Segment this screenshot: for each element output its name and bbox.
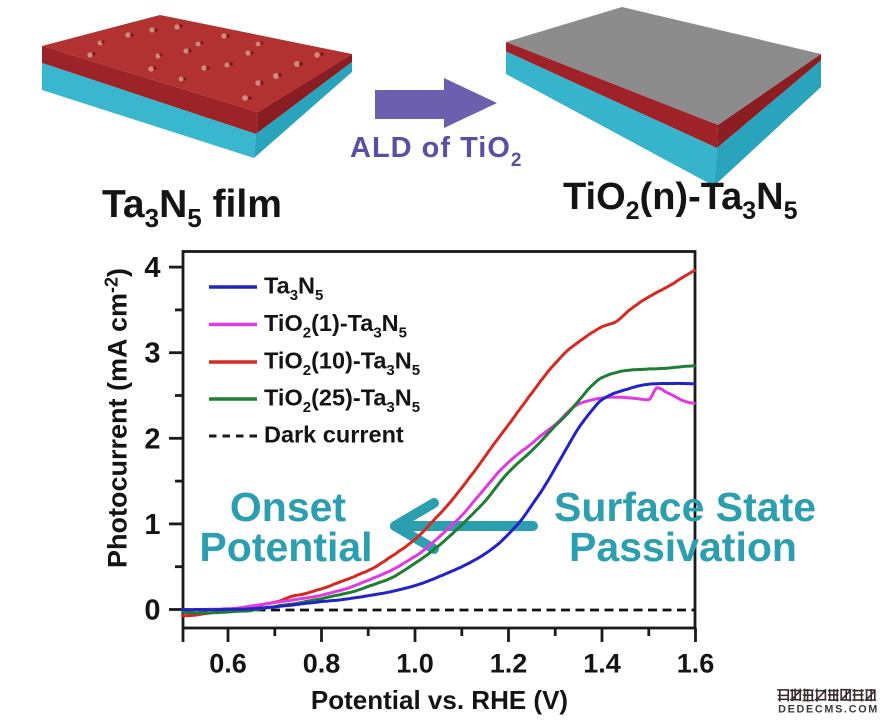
svg-text:0.8: 0.8 [303,649,341,679]
svg-text:Passivation: Passivation [569,524,797,570]
svg-text:0: 0 [144,595,160,627]
svg-text:Potential vs. RHE (V): Potential vs. RHE (V) [311,685,568,715]
svg-text:Dark current: Dark current [264,422,404,448]
svg-text:Onset: Onset [230,484,347,530]
svg-text:Photocurrent (mA cm-2): Photocurrent (mA cm-2) [102,268,133,568]
svg-text:1.6: 1.6 [677,649,715,679]
svg-text:1.0: 1.0 [396,649,434,679]
svg-text:0.6: 0.6 [209,649,247,679]
svg-text:DEDECMS.COM: DEDECMS.COM [778,704,879,716]
svg-text:1.2: 1.2 [490,649,528,679]
svg-text:1.4: 1.4 [583,649,621,679]
svg-text:Potential: Potential [199,524,372,570]
svg-text:TiO2(n)-Ta3N5: TiO2(n)-Ta3N5 [563,176,798,225]
svg-text:2: 2 [144,423,160,455]
svg-text:3: 3 [144,338,160,370]
svg-text:4: 4 [144,252,160,284]
svg-text:Surface State: Surface State [554,484,816,530]
svg-text:TiO2(10)-Ta3N5: TiO2(10)-Ta3N5 [264,348,420,380]
svg-text:1: 1 [144,509,160,541]
